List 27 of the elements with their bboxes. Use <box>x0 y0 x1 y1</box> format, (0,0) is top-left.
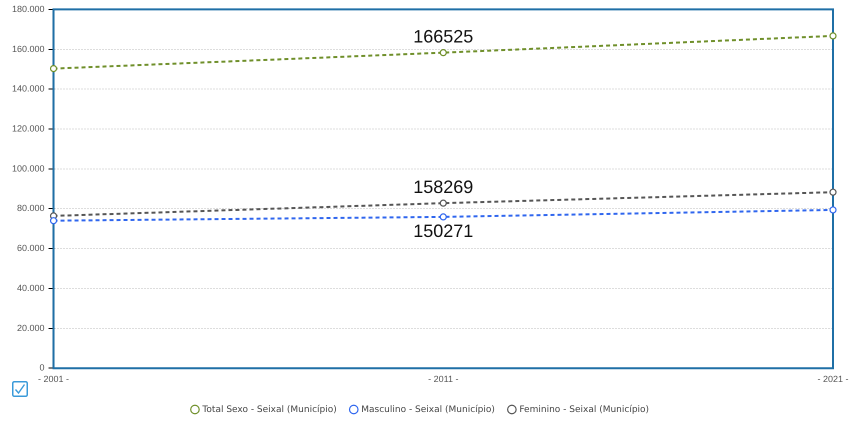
y-tick-label: 0 <box>40 362 45 373</box>
legend-label: Masculino - Seixal (Município) <box>361 404 495 415</box>
point <box>829 206 837 214</box>
legend-label: Total Sexo - Seixal (Município) <box>201 404 337 415</box>
y-tick-label: 140.000 <box>12 84 45 94</box>
y-tick-label: 20.000 <box>17 322 45 333</box>
point <box>440 213 447 221</box>
y-tick-label: 40.000 <box>17 282 45 293</box>
annotation: 158269 <box>413 177 474 198</box>
y-tick-label: 60.000 <box>17 243 45 254</box>
x-tick-label: - 2011 - <box>428 374 458 384</box>
x-tick-label: - 2001 - <box>38 374 70 384</box>
point <box>440 49 447 56</box>
annotation: 166525 <box>413 26 474 47</box>
point <box>50 65 58 72</box>
point <box>50 217 58 224</box>
point <box>829 32 837 40</box>
y-tick-label: 180.000 <box>12 4 45 14</box>
y-tick-label: 100.000 <box>12 163 45 174</box>
x-tick-label: - 2021 - <box>817 374 849 384</box>
point <box>829 188 837 196</box>
y-tick-label: 80.000 <box>17 203 45 214</box>
y-tick-label: 120.000 <box>12 123 45 134</box>
point <box>440 200 447 207</box>
annotation: 150271 <box>413 220 474 241</box>
y-tick-label: 160.000 <box>12 44 45 54</box>
legend-label: Feminino - Seixal (Município) <box>519 404 650 415</box>
